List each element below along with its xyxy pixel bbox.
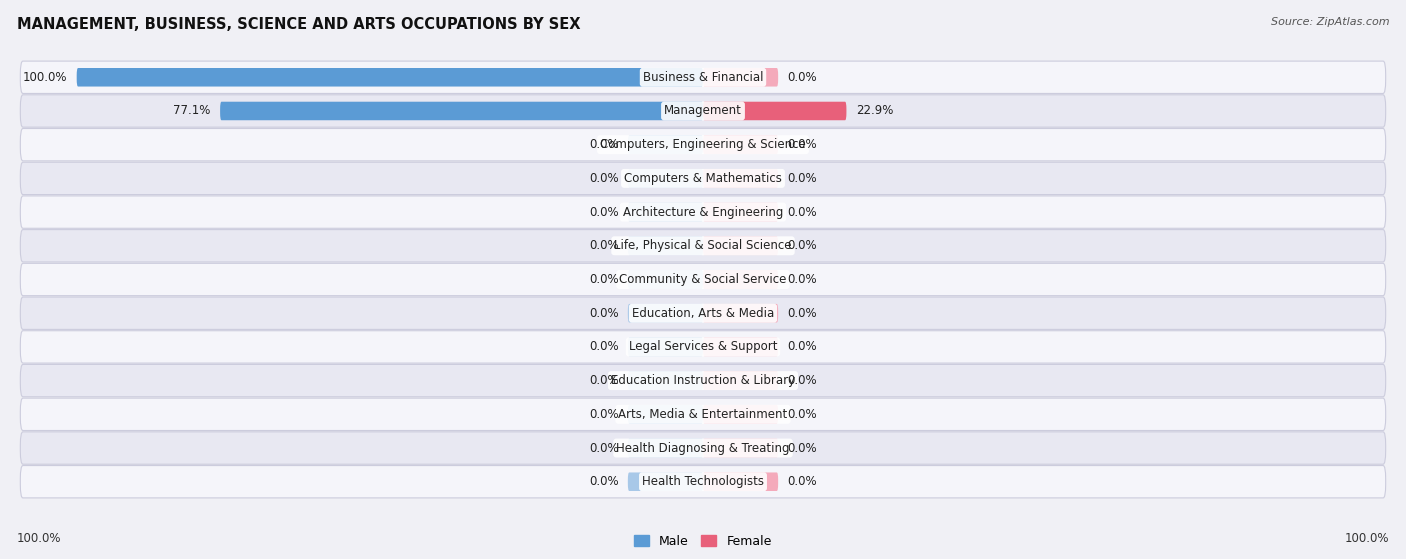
Text: Architecture & Engineering: Architecture & Engineering — [623, 206, 783, 219]
FancyBboxPatch shape — [703, 304, 778, 323]
Text: Health Diagnosing & Treating: Health Diagnosing & Treating — [616, 442, 790, 454]
FancyBboxPatch shape — [703, 472, 778, 491]
FancyBboxPatch shape — [703, 405, 778, 424]
FancyBboxPatch shape — [628, 169, 703, 188]
FancyBboxPatch shape — [221, 102, 703, 120]
Text: Community & Social Service: Community & Social Service — [619, 273, 787, 286]
FancyBboxPatch shape — [703, 236, 778, 255]
FancyBboxPatch shape — [20, 466, 1386, 498]
FancyBboxPatch shape — [20, 263, 1386, 296]
FancyBboxPatch shape — [20, 230, 1386, 262]
Text: 0.0%: 0.0% — [589, 408, 619, 421]
FancyBboxPatch shape — [703, 135, 778, 154]
Text: 0.0%: 0.0% — [589, 172, 619, 185]
FancyBboxPatch shape — [20, 129, 1386, 161]
Text: Health Technologists: Health Technologists — [643, 475, 763, 488]
Text: 100.0%: 100.0% — [1344, 532, 1389, 545]
Text: 0.0%: 0.0% — [787, 206, 817, 219]
Text: Education Instruction & Library: Education Instruction & Library — [612, 374, 794, 387]
Text: 0.0%: 0.0% — [589, 307, 619, 320]
Text: 0.0%: 0.0% — [787, 442, 817, 454]
Text: 100.0%: 100.0% — [22, 71, 67, 84]
FancyBboxPatch shape — [20, 398, 1386, 430]
Text: 0.0%: 0.0% — [787, 307, 817, 320]
Text: 0.0%: 0.0% — [787, 172, 817, 185]
Text: Education, Arts & Media: Education, Arts & Media — [631, 307, 775, 320]
Text: 0.0%: 0.0% — [589, 442, 619, 454]
FancyBboxPatch shape — [628, 439, 703, 457]
FancyBboxPatch shape — [77, 68, 703, 87]
FancyBboxPatch shape — [20, 331, 1386, 363]
FancyBboxPatch shape — [20, 432, 1386, 464]
FancyBboxPatch shape — [703, 371, 778, 390]
Text: 0.0%: 0.0% — [787, 273, 817, 286]
Text: 0.0%: 0.0% — [589, 206, 619, 219]
FancyBboxPatch shape — [628, 405, 703, 424]
FancyBboxPatch shape — [628, 135, 703, 154]
Text: 0.0%: 0.0% — [589, 239, 619, 252]
FancyBboxPatch shape — [628, 371, 703, 390]
Text: Computers & Mathematics: Computers & Mathematics — [624, 172, 782, 185]
Text: 100.0%: 100.0% — [17, 532, 62, 545]
FancyBboxPatch shape — [703, 102, 846, 120]
FancyBboxPatch shape — [628, 338, 703, 356]
FancyBboxPatch shape — [20, 196, 1386, 228]
FancyBboxPatch shape — [628, 203, 703, 221]
FancyBboxPatch shape — [20, 297, 1386, 329]
Text: 0.0%: 0.0% — [787, 138, 817, 151]
Text: Management: Management — [664, 105, 742, 117]
FancyBboxPatch shape — [703, 338, 778, 356]
Text: Arts, Media & Entertainment: Arts, Media & Entertainment — [619, 408, 787, 421]
FancyBboxPatch shape — [628, 304, 703, 323]
Text: Legal Services & Support: Legal Services & Support — [628, 340, 778, 353]
Text: 0.0%: 0.0% — [787, 71, 817, 84]
Text: Source: ZipAtlas.com: Source: ZipAtlas.com — [1271, 17, 1389, 27]
FancyBboxPatch shape — [628, 270, 703, 289]
Text: 0.0%: 0.0% — [787, 374, 817, 387]
FancyBboxPatch shape — [20, 95, 1386, 127]
FancyBboxPatch shape — [20, 162, 1386, 195]
Text: 0.0%: 0.0% — [787, 408, 817, 421]
FancyBboxPatch shape — [703, 203, 778, 221]
FancyBboxPatch shape — [628, 472, 703, 491]
Text: Business & Financial: Business & Financial — [643, 71, 763, 84]
FancyBboxPatch shape — [628, 236, 703, 255]
Legend: Male, Female: Male, Female — [630, 530, 776, 553]
Text: 0.0%: 0.0% — [589, 340, 619, 353]
Text: 0.0%: 0.0% — [589, 138, 619, 151]
Text: 0.0%: 0.0% — [589, 374, 619, 387]
FancyBboxPatch shape — [703, 68, 778, 87]
Text: 0.0%: 0.0% — [589, 475, 619, 488]
Text: MANAGEMENT, BUSINESS, SCIENCE AND ARTS OCCUPATIONS BY SEX: MANAGEMENT, BUSINESS, SCIENCE AND ARTS O… — [17, 17, 581, 32]
FancyBboxPatch shape — [20, 364, 1386, 397]
Text: 0.0%: 0.0% — [787, 340, 817, 353]
FancyBboxPatch shape — [20, 61, 1386, 93]
Text: Computers, Engineering & Science: Computers, Engineering & Science — [600, 138, 806, 151]
Text: 0.0%: 0.0% — [589, 273, 619, 286]
Text: 22.9%: 22.9% — [856, 105, 893, 117]
Text: 0.0%: 0.0% — [787, 475, 817, 488]
FancyBboxPatch shape — [703, 439, 778, 457]
Text: 77.1%: 77.1% — [173, 105, 211, 117]
FancyBboxPatch shape — [703, 270, 778, 289]
Text: Life, Physical & Social Science: Life, Physical & Social Science — [614, 239, 792, 252]
Text: 0.0%: 0.0% — [787, 239, 817, 252]
FancyBboxPatch shape — [703, 169, 778, 188]
